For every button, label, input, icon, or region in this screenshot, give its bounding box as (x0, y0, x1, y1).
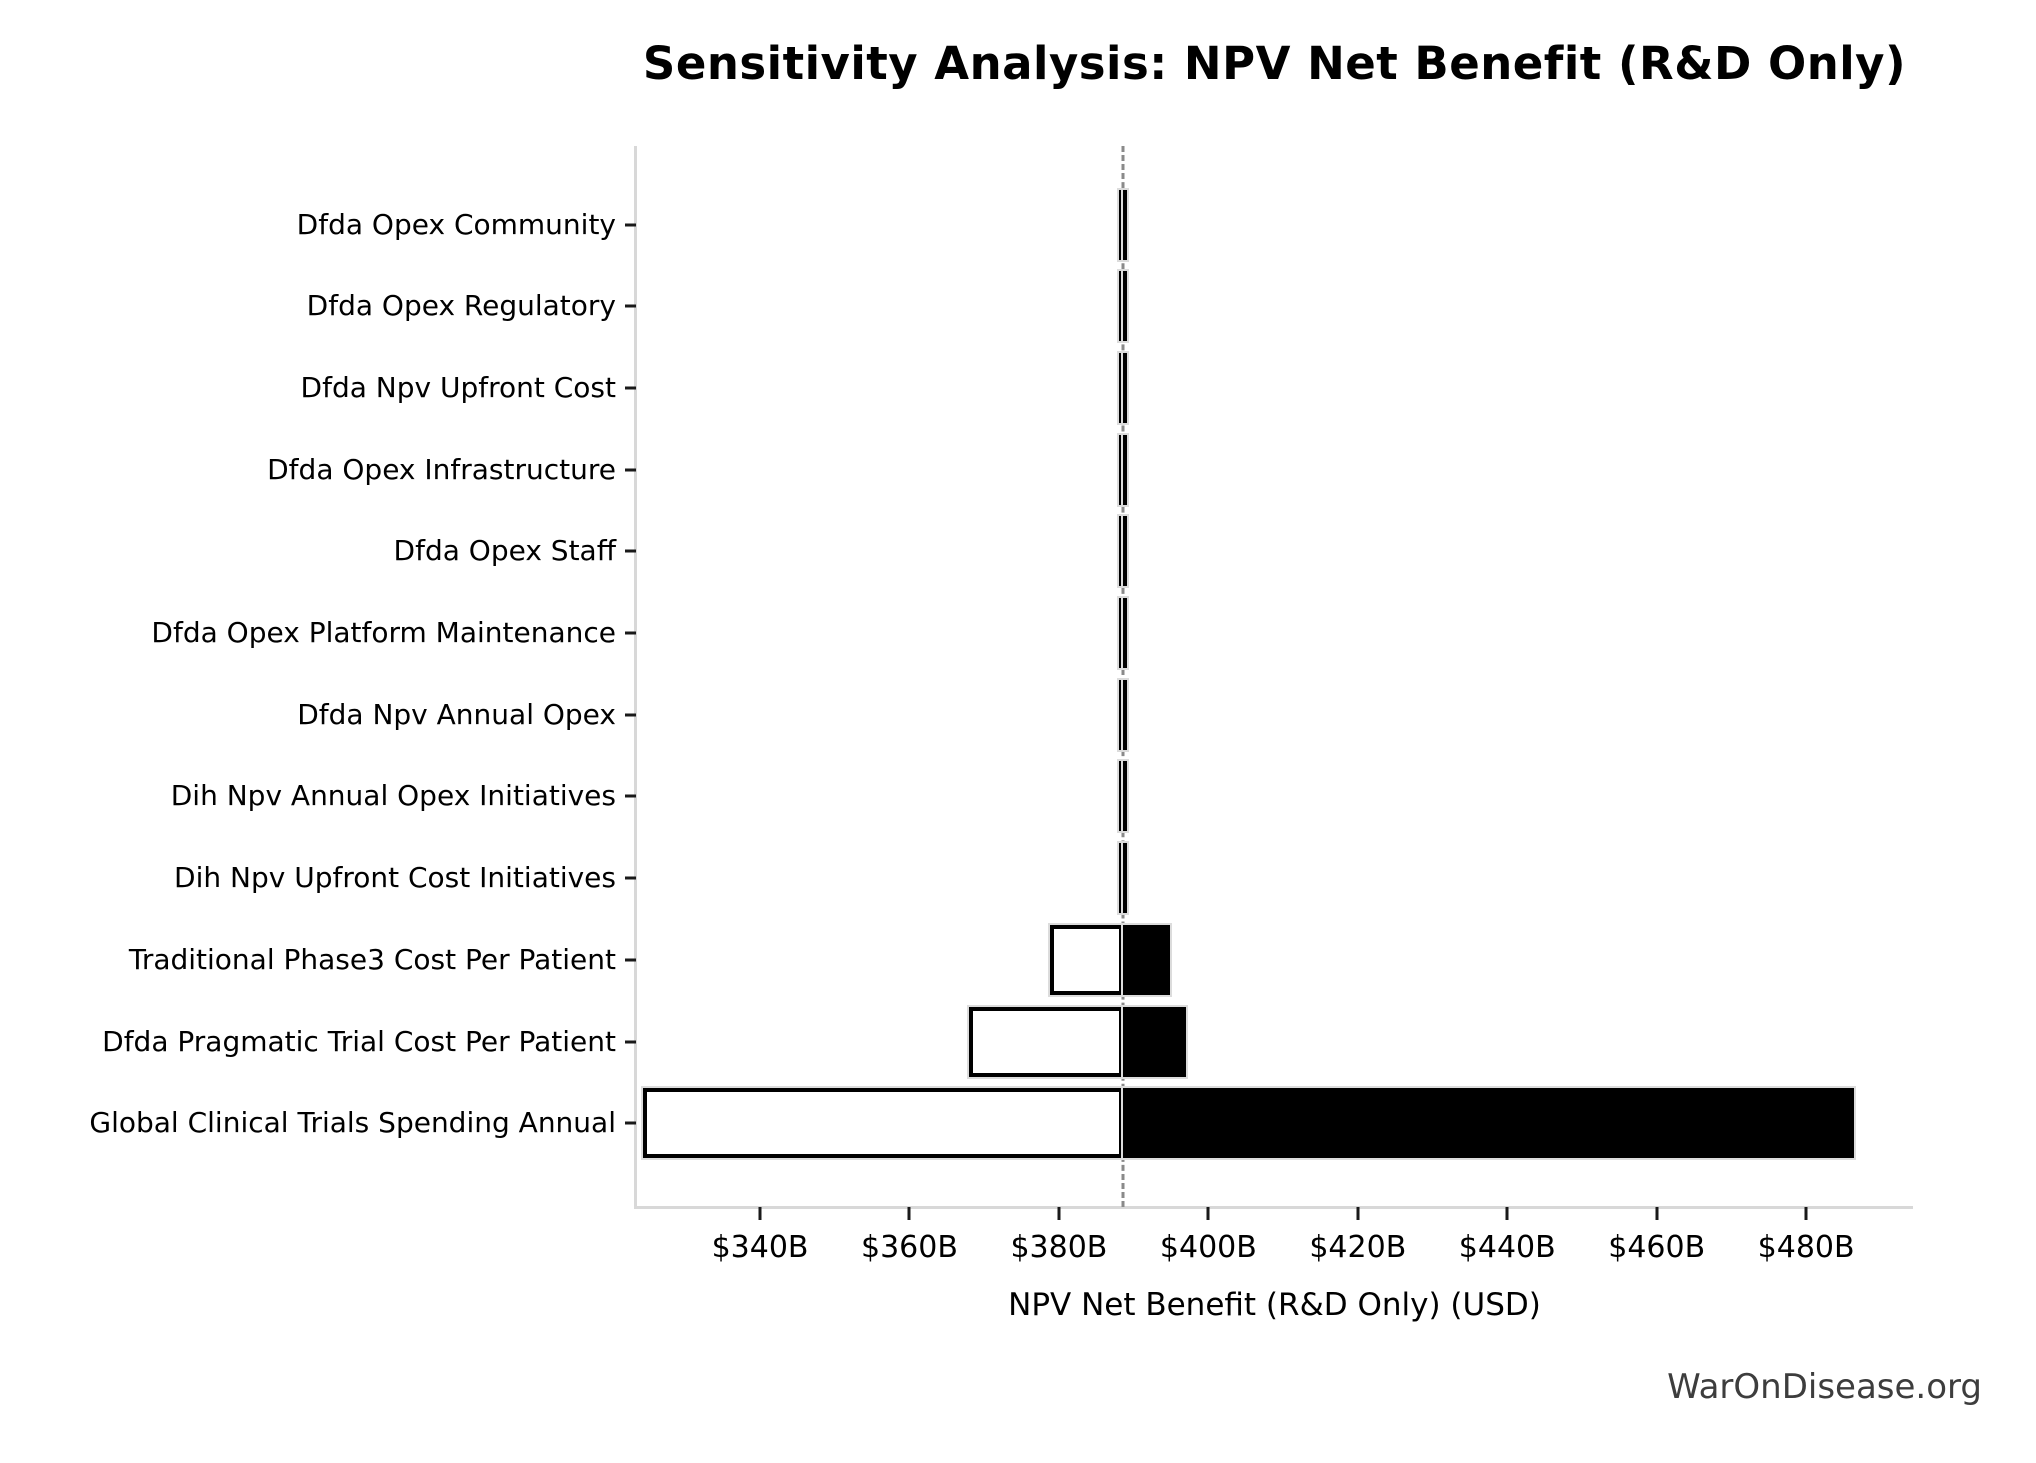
x-axis-label: NPV Net Benefit (R&D Only) (USD) (1008, 1287, 1541, 1323)
bar-high (1123, 598, 1127, 668)
y-tick-mark (625, 713, 636, 717)
bar-high (1123, 189, 1127, 260)
bar-high (1123, 761, 1127, 832)
y-axis-category-label: Dfda Pragmatic Trial Cost Per Patient (102, 1024, 616, 1058)
y-axis-category-label: Dfda Opex Infrastructure (267, 452, 616, 486)
y-tick-mark (625, 1121, 636, 1125)
y-tick-mark (625, 223, 636, 226)
x-axis-spine (634, 1206, 1913, 1209)
x-tick-label: $400B (1159, 1230, 1257, 1265)
x-tick-label: $480B (1757, 1230, 1855, 1265)
bar-high (1123, 1088, 1854, 1159)
y-tick-mark (625, 304, 636, 308)
y-axis-category-label: Dfda Opex Regulatory (306, 289, 616, 323)
bar-high (1123, 516, 1127, 587)
x-tick-mark (907, 1207, 911, 1220)
x-tick-mark (758, 1207, 762, 1220)
y-tick-mark (625, 386, 636, 390)
y-axis-category-label: Dih Npv Annual Opex Initiatives (170, 779, 616, 813)
y-tick-mark (625, 958, 636, 962)
y-axis-category-label: Dfda Opex Staff (393, 534, 616, 568)
y-axis-category-label: Traditional Phase3 Cost Per Patient (128, 942, 616, 976)
y-axis-category-label: Global Clinical Trials Spending Annual (89, 1106, 616, 1140)
x-tick-label: $460B (1608, 1230, 1706, 1265)
x-tick-mark (1206, 1207, 1210, 1220)
bar-high (1123, 1006, 1186, 1077)
x-tick-label: $420B (1309, 1230, 1407, 1265)
y-axis-category-label: Dfda Opex Community (296, 207, 616, 241)
x-tick-mark (1057, 1207, 1061, 1220)
y-axis-spine (634, 146, 637, 1207)
bar-high (1123, 679, 1127, 750)
y-tick-mark (625, 1040, 636, 1043)
y-tick-mark (625, 794, 636, 798)
bar-low (969, 1006, 1124, 1077)
y-tick-mark (625, 876, 636, 880)
bar-low (1049, 924, 1124, 995)
watermark: WarOnDisease.org (1667, 1367, 1982, 1407)
x-tick-label: $380B (1010, 1230, 1108, 1265)
x-tick-mark (1655, 1207, 1659, 1220)
bar-low (642, 1088, 1124, 1159)
plot-area: $340B $360B $380B $400B $420B $440B $460B $480B (625, 146, 1913, 1263)
baseline-dashed-line (1121, 146, 1125, 1207)
bar-high (1123, 352, 1127, 423)
bar-high (1123, 924, 1171, 995)
y-tick-mark (625, 631, 636, 635)
x-tick-mark (1505, 1207, 1509, 1220)
x-tick-mark (1356, 1207, 1360, 1220)
x-tick-label: $440B (1458, 1230, 1556, 1265)
y-axis-category-label: Dfda Opex Platform Maintenance (151, 616, 616, 649)
chart-title: Sensitivity Analysis: NPV Net Benefit (R… (642, 37, 1907, 90)
bar-high (1123, 843, 1127, 914)
x-tick-mark (1804, 1207, 1808, 1220)
y-tick-mark (625, 549, 636, 553)
x-tick-label: $360B (861, 1230, 958, 1265)
y-axis-category-label: Dih Npv Upfront Cost Initiatives (174, 861, 616, 895)
bar-high (1123, 271, 1127, 342)
x-tick-label: $340B (711, 1230, 809, 1265)
y-axis-category-label: Dfda Npv Annual Opex (297, 697, 616, 731)
y-axis-category-label: Dfda Npv Upfront Cost (300, 370, 616, 404)
bar-high (1123, 434, 1127, 505)
y-tick-mark (625, 468, 636, 472)
